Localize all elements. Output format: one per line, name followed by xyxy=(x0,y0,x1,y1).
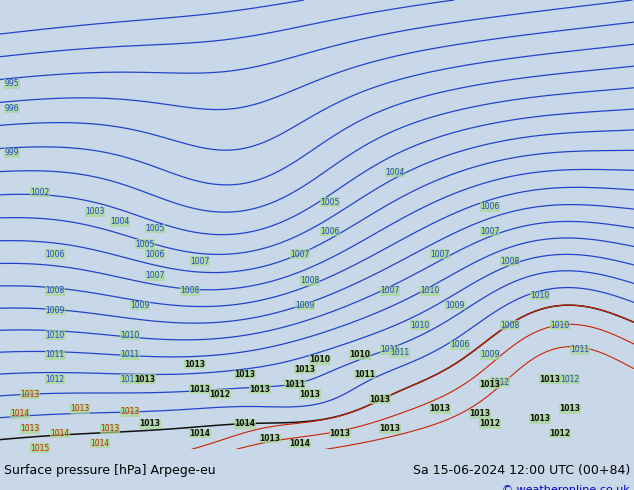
Text: 1013: 1013 xyxy=(540,375,560,384)
Text: 1010: 1010 xyxy=(410,320,430,330)
Text: 1005: 1005 xyxy=(135,240,155,249)
Text: 1013: 1013 xyxy=(380,424,401,433)
Text: 1003: 1003 xyxy=(86,207,105,217)
Text: 1014: 1014 xyxy=(290,439,311,448)
Text: 1007: 1007 xyxy=(190,257,210,266)
Text: 1009: 1009 xyxy=(131,301,150,310)
Text: 1014: 1014 xyxy=(10,409,30,418)
Text: 1013: 1013 xyxy=(20,390,39,399)
Text: 1014: 1014 xyxy=(91,439,110,448)
Text: 1013: 1013 xyxy=(479,380,500,389)
Text: 1006: 1006 xyxy=(145,250,165,259)
Text: 1005: 1005 xyxy=(145,224,165,233)
Text: 1013: 1013 xyxy=(259,434,280,443)
Text: 1013: 1013 xyxy=(250,385,271,394)
Text: 1006: 1006 xyxy=(481,202,500,211)
Text: 1007: 1007 xyxy=(380,286,399,295)
Text: Surface pressure [hPa] Arpege-eu: Surface pressure [hPa] Arpege-eu xyxy=(4,465,216,477)
Polygon shape xyxy=(0,399,634,449)
Text: 1013: 1013 xyxy=(370,394,391,404)
Text: 1008: 1008 xyxy=(181,286,200,295)
Text: 1012: 1012 xyxy=(46,375,65,384)
Text: 1008: 1008 xyxy=(500,320,520,330)
Text: 1013: 1013 xyxy=(559,404,581,414)
Text: 1011: 1011 xyxy=(354,370,375,379)
Text: 1006: 1006 xyxy=(320,227,340,236)
Text: 1012: 1012 xyxy=(479,419,500,428)
Text: 1008: 1008 xyxy=(500,257,520,266)
Text: 1004: 1004 xyxy=(110,217,130,226)
Text: 1013: 1013 xyxy=(190,385,210,394)
Text: 1011: 1011 xyxy=(391,348,410,357)
Text: 1009: 1009 xyxy=(445,301,465,310)
Text: 1009: 1009 xyxy=(481,350,500,359)
Text: 1011: 1011 xyxy=(120,350,139,359)
Polygon shape xyxy=(35,15,170,221)
Text: 1010: 1010 xyxy=(420,286,439,295)
Text: 1010: 1010 xyxy=(531,291,550,300)
Text: 1011: 1011 xyxy=(571,345,590,354)
Text: 1012: 1012 xyxy=(550,429,571,438)
Text: 1013: 1013 xyxy=(470,409,491,418)
Text: 1013: 1013 xyxy=(120,407,139,416)
Text: © weatheronline.co.uk: © weatheronline.co.uk xyxy=(502,485,630,490)
Text: 1009: 1009 xyxy=(45,306,65,315)
Text: 1005: 1005 xyxy=(320,197,340,206)
Text: 995: 995 xyxy=(4,79,19,88)
Text: 1010: 1010 xyxy=(46,331,65,340)
Text: 1012: 1012 xyxy=(120,375,139,384)
Text: 996: 996 xyxy=(4,104,19,113)
Text: 1015: 1015 xyxy=(30,444,49,453)
Text: 1013: 1013 xyxy=(330,429,351,438)
Text: 1013: 1013 xyxy=(20,424,39,433)
Text: 1013: 1013 xyxy=(299,390,321,399)
Text: 1007: 1007 xyxy=(145,271,165,280)
Text: 1013: 1013 xyxy=(134,375,155,384)
Polygon shape xyxy=(0,0,50,286)
Text: 1010: 1010 xyxy=(550,320,569,330)
Text: 1007: 1007 xyxy=(481,227,500,236)
Text: 1013: 1013 xyxy=(235,370,256,379)
Text: 1010: 1010 xyxy=(309,355,330,364)
Text: 1013: 1013 xyxy=(429,404,451,414)
Text: 1002: 1002 xyxy=(30,188,49,196)
Text: 1011: 1011 xyxy=(46,350,65,359)
Polygon shape xyxy=(420,0,634,98)
Text: 1011: 1011 xyxy=(380,345,399,354)
Text: 1006: 1006 xyxy=(45,250,65,259)
Polygon shape xyxy=(350,20,460,89)
Text: 1013: 1013 xyxy=(139,419,160,428)
Text: 1010: 1010 xyxy=(349,350,370,359)
Text: 1014: 1014 xyxy=(235,419,256,428)
Polygon shape xyxy=(0,0,50,325)
Text: 1004: 1004 xyxy=(385,168,404,177)
Text: Sa 15-06-2024 12:00 UTC (00+84): Sa 15-06-2024 12:00 UTC (00+84) xyxy=(413,465,630,477)
Text: 1006: 1006 xyxy=(450,341,470,349)
Text: 1013: 1013 xyxy=(295,365,316,374)
Text: 1013: 1013 xyxy=(184,360,205,369)
Text: 1013: 1013 xyxy=(70,404,89,414)
Text: 1008: 1008 xyxy=(46,286,65,295)
Text: 1014: 1014 xyxy=(190,429,210,438)
Text: 1012: 1012 xyxy=(209,390,231,399)
Text: 1012: 1012 xyxy=(491,378,510,387)
Polygon shape xyxy=(153,29,305,214)
Text: 1007: 1007 xyxy=(430,250,450,259)
Text: 1009: 1009 xyxy=(295,301,314,310)
Text: 1008: 1008 xyxy=(301,276,320,285)
Text: 1012: 1012 xyxy=(560,375,579,384)
Text: 1013: 1013 xyxy=(529,414,550,423)
Text: 999: 999 xyxy=(4,148,19,157)
Text: 1011: 1011 xyxy=(285,380,306,389)
Text: 1007: 1007 xyxy=(290,250,309,259)
Text: 1013: 1013 xyxy=(100,424,120,433)
Text: 1014: 1014 xyxy=(50,429,70,438)
Text: 1010: 1010 xyxy=(120,331,139,340)
